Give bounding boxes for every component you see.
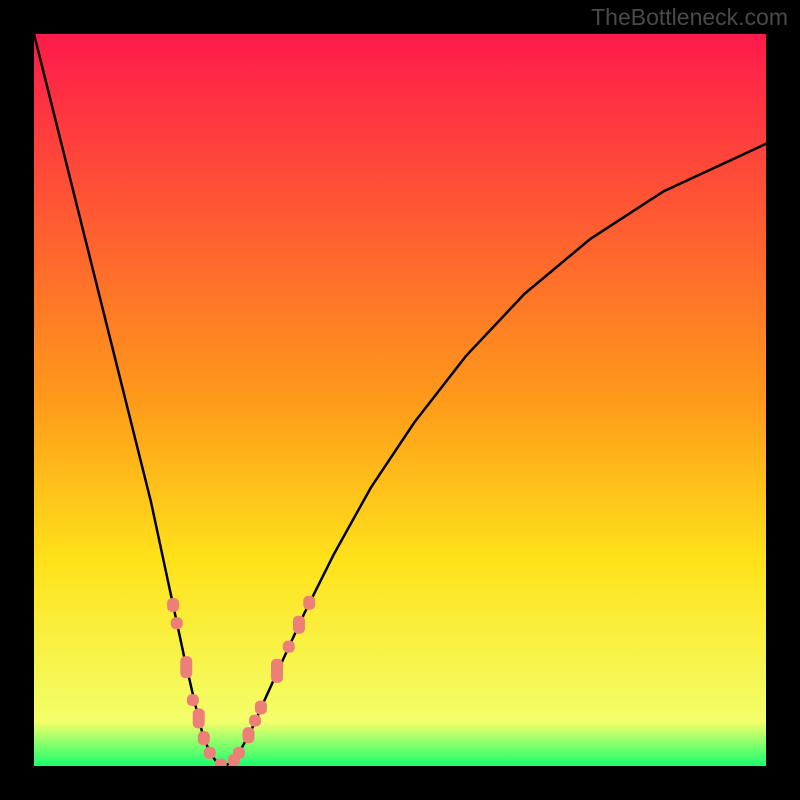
dot-marker xyxy=(249,715,261,727)
dot-marker xyxy=(293,616,305,634)
chart-frame: TheBottleneck.com xyxy=(0,0,800,800)
dot-marker xyxy=(198,731,210,745)
dot-marker xyxy=(255,700,267,714)
dot-marker xyxy=(180,656,192,678)
dot-marker xyxy=(242,727,254,743)
curve-layer xyxy=(34,34,766,766)
dot-marker xyxy=(204,747,216,759)
dot-marker xyxy=(167,598,179,612)
dot-marker xyxy=(271,659,283,683)
dot-marker xyxy=(303,596,315,610)
dot-marker xyxy=(283,641,295,653)
dot-marker xyxy=(233,747,245,759)
dot-marker xyxy=(193,708,205,728)
watermark-text: TheBottleneck.com xyxy=(591,4,788,31)
dot-marker xyxy=(171,617,183,629)
dot-marker xyxy=(187,694,199,706)
bottleneck-curve xyxy=(34,34,766,766)
